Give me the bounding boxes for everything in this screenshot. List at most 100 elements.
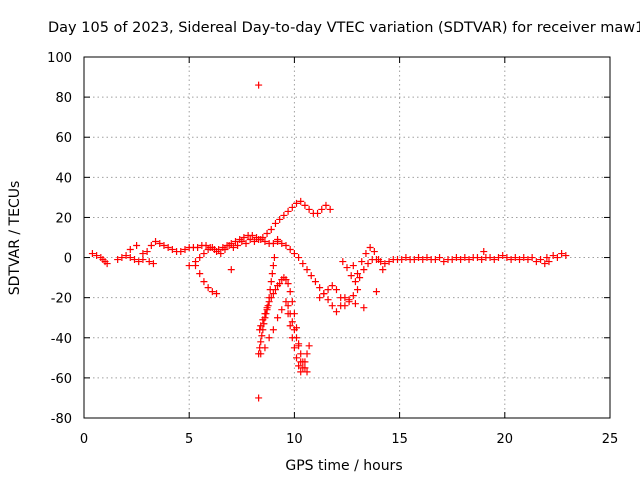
data-point xyxy=(168,246,176,254)
data-point xyxy=(322,201,330,209)
data-point xyxy=(147,242,155,250)
data-point xyxy=(461,254,469,262)
y-tick-label: -40 xyxy=(51,332,72,347)
x-tick-label: 5 xyxy=(185,432,193,447)
data-point xyxy=(257,322,265,330)
data-point xyxy=(288,298,296,306)
x-tick-label: 20 xyxy=(497,432,514,447)
data-point xyxy=(288,318,296,326)
data-point xyxy=(537,256,545,264)
data-point xyxy=(297,197,305,205)
data-point xyxy=(246,236,254,244)
data-point xyxy=(177,248,185,256)
data-point xyxy=(238,238,246,246)
data-point xyxy=(356,274,364,282)
data-point xyxy=(286,322,294,330)
data-point xyxy=(276,215,284,223)
data-point xyxy=(349,292,357,300)
data-point xyxy=(562,252,570,260)
data-point xyxy=(248,231,256,239)
data-point xyxy=(303,368,311,376)
data-point xyxy=(318,205,326,213)
y-tick-label: 100 xyxy=(47,51,72,66)
x-tick-labels: 0 5 10 15 20 25 xyxy=(80,432,618,447)
data-point xyxy=(345,296,353,304)
y-tick-label: -20 xyxy=(51,292,72,307)
data-point xyxy=(259,316,267,324)
data-point xyxy=(263,304,271,312)
data-point xyxy=(276,280,284,288)
data-point xyxy=(448,256,456,264)
data-point xyxy=(316,294,324,302)
data-point xyxy=(255,236,263,244)
data-point xyxy=(558,250,566,258)
data-point xyxy=(261,344,269,352)
data-point xyxy=(305,342,313,350)
data-point xyxy=(290,326,298,334)
data-point xyxy=(258,332,266,340)
data-point xyxy=(234,242,242,250)
data-point xyxy=(192,262,200,270)
data-point xyxy=(524,256,532,264)
data-point xyxy=(181,246,189,254)
data-point xyxy=(293,199,301,207)
data-point xyxy=(549,252,557,260)
data-point xyxy=(208,288,216,296)
data-point xyxy=(324,286,332,294)
data-point xyxy=(379,266,387,274)
data-point xyxy=(221,246,229,254)
data-point xyxy=(267,294,275,302)
data-point xyxy=(156,240,164,248)
data-point xyxy=(288,203,296,211)
data-point xyxy=(271,219,279,227)
data-point xyxy=(398,256,406,264)
data-point xyxy=(135,258,143,266)
data-point xyxy=(126,246,134,254)
y-tick-label: 20 xyxy=(55,211,72,226)
data-point xyxy=(545,258,553,266)
data-point xyxy=(465,256,473,264)
y-tick-label: -60 xyxy=(51,372,72,387)
data-point xyxy=(280,211,288,219)
data-point xyxy=(274,238,282,246)
data-point xyxy=(347,272,355,280)
data-point xyxy=(256,326,264,334)
data-point xyxy=(122,252,130,260)
data-point xyxy=(490,256,498,264)
data-point xyxy=(473,254,481,262)
data-point xyxy=(93,252,101,260)
grid-lines xyxy=(84,57,610,418)
data-point xyxy=(314,209,322,217)
data-point xyxy=(240,234,248,241)
data-point xyxy=(213,248,221,256)
data-point xyxy=(130,256,138,264)
data-point xyxy=(372,288,380,296)
data-point xyxy=(286,246,294,254)
data-point xyxy=(259,234,267,241)
data-point xyxy=(543,254,551,262)
data-point xyxy=(164,244,172,252)
data-point xyxy=(286,310,294,318)
data-point xyxy=(351,300,359,308)
data-point xyxy=(360,266,368,274)
data-point xyxy=(290,344,298,352)
data-point xyxy=(231,238,239,246)
data-point xyxy=(423,254,431,262)
data-point xyxy=(332,286,340,294)
data-point xyxy=(385,258,393,266)
data-point xyxy=(303,350,311,358)
data-point xyxy=(494,254,502,262)
data-point xyxy=(261,310,269,318)
data-point xyxy=(478,256,486,264)
data-point xyxy=(419,256,427,264)
data-point xyxy=(354,270,362,278)
data-point xyxy=(263,229,271,237)
data-point xyxy=(269,326,277,334)
data-point xyxy=(311,278,319,286)
data-point xyxy=(213,290,221,298)
data-point xyxy=(316,284,324,292)
data-point xyxy=(265,334,273,342)
data-point xyxy=(271,286,279,294)
axis-ticks xyxy=(83,56,611,419)
